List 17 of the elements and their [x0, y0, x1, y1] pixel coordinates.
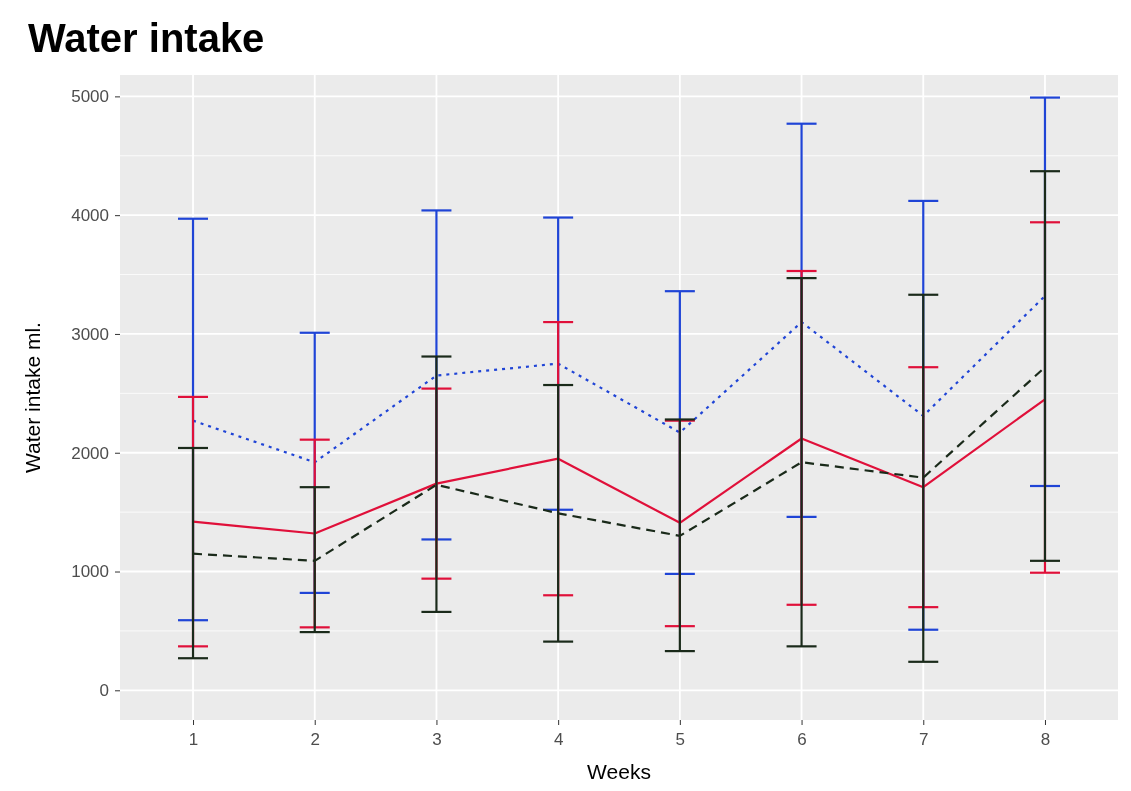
- y-tick-label: 2000: [71, 443, 109, 463]
- x-tick-label: 5: [675, 730, 686, 750]
- x-axis-title: Weeks: [587, 760, 651, 783]
- chart-title: Water intake: [28, 16, 265, 60]
- x-tick-label: 8: [1040, 730, 1051, 750]
- y-tick-label: 5000: [71, 87, 109, 107]
- x-tick-label: 1: [188, 730, 199, 750]
- y-tick-label: 0: [99, 681, 109, 701]
- y-axis-title: Water intake ml.: [21, 322, 44, 473]
- x-tick-label: 7: [919, 730, 929, 750]
- x-tick-label: 2: [310, 730, 320, 750]
- x-tick-label: 3: [432, 730, 442, 750]
- y-tick-label: 1000: [71, 562, 109, 582]
- y-tick-label: 4000: [71, 206, 109, 226]
- x-tick-label: 4: [553, 730, 564, 750]
- x-tick-label: 6: [797, 730, 807, 750]
- y-tick-label: 3000: [71, 324, 109, 344]
